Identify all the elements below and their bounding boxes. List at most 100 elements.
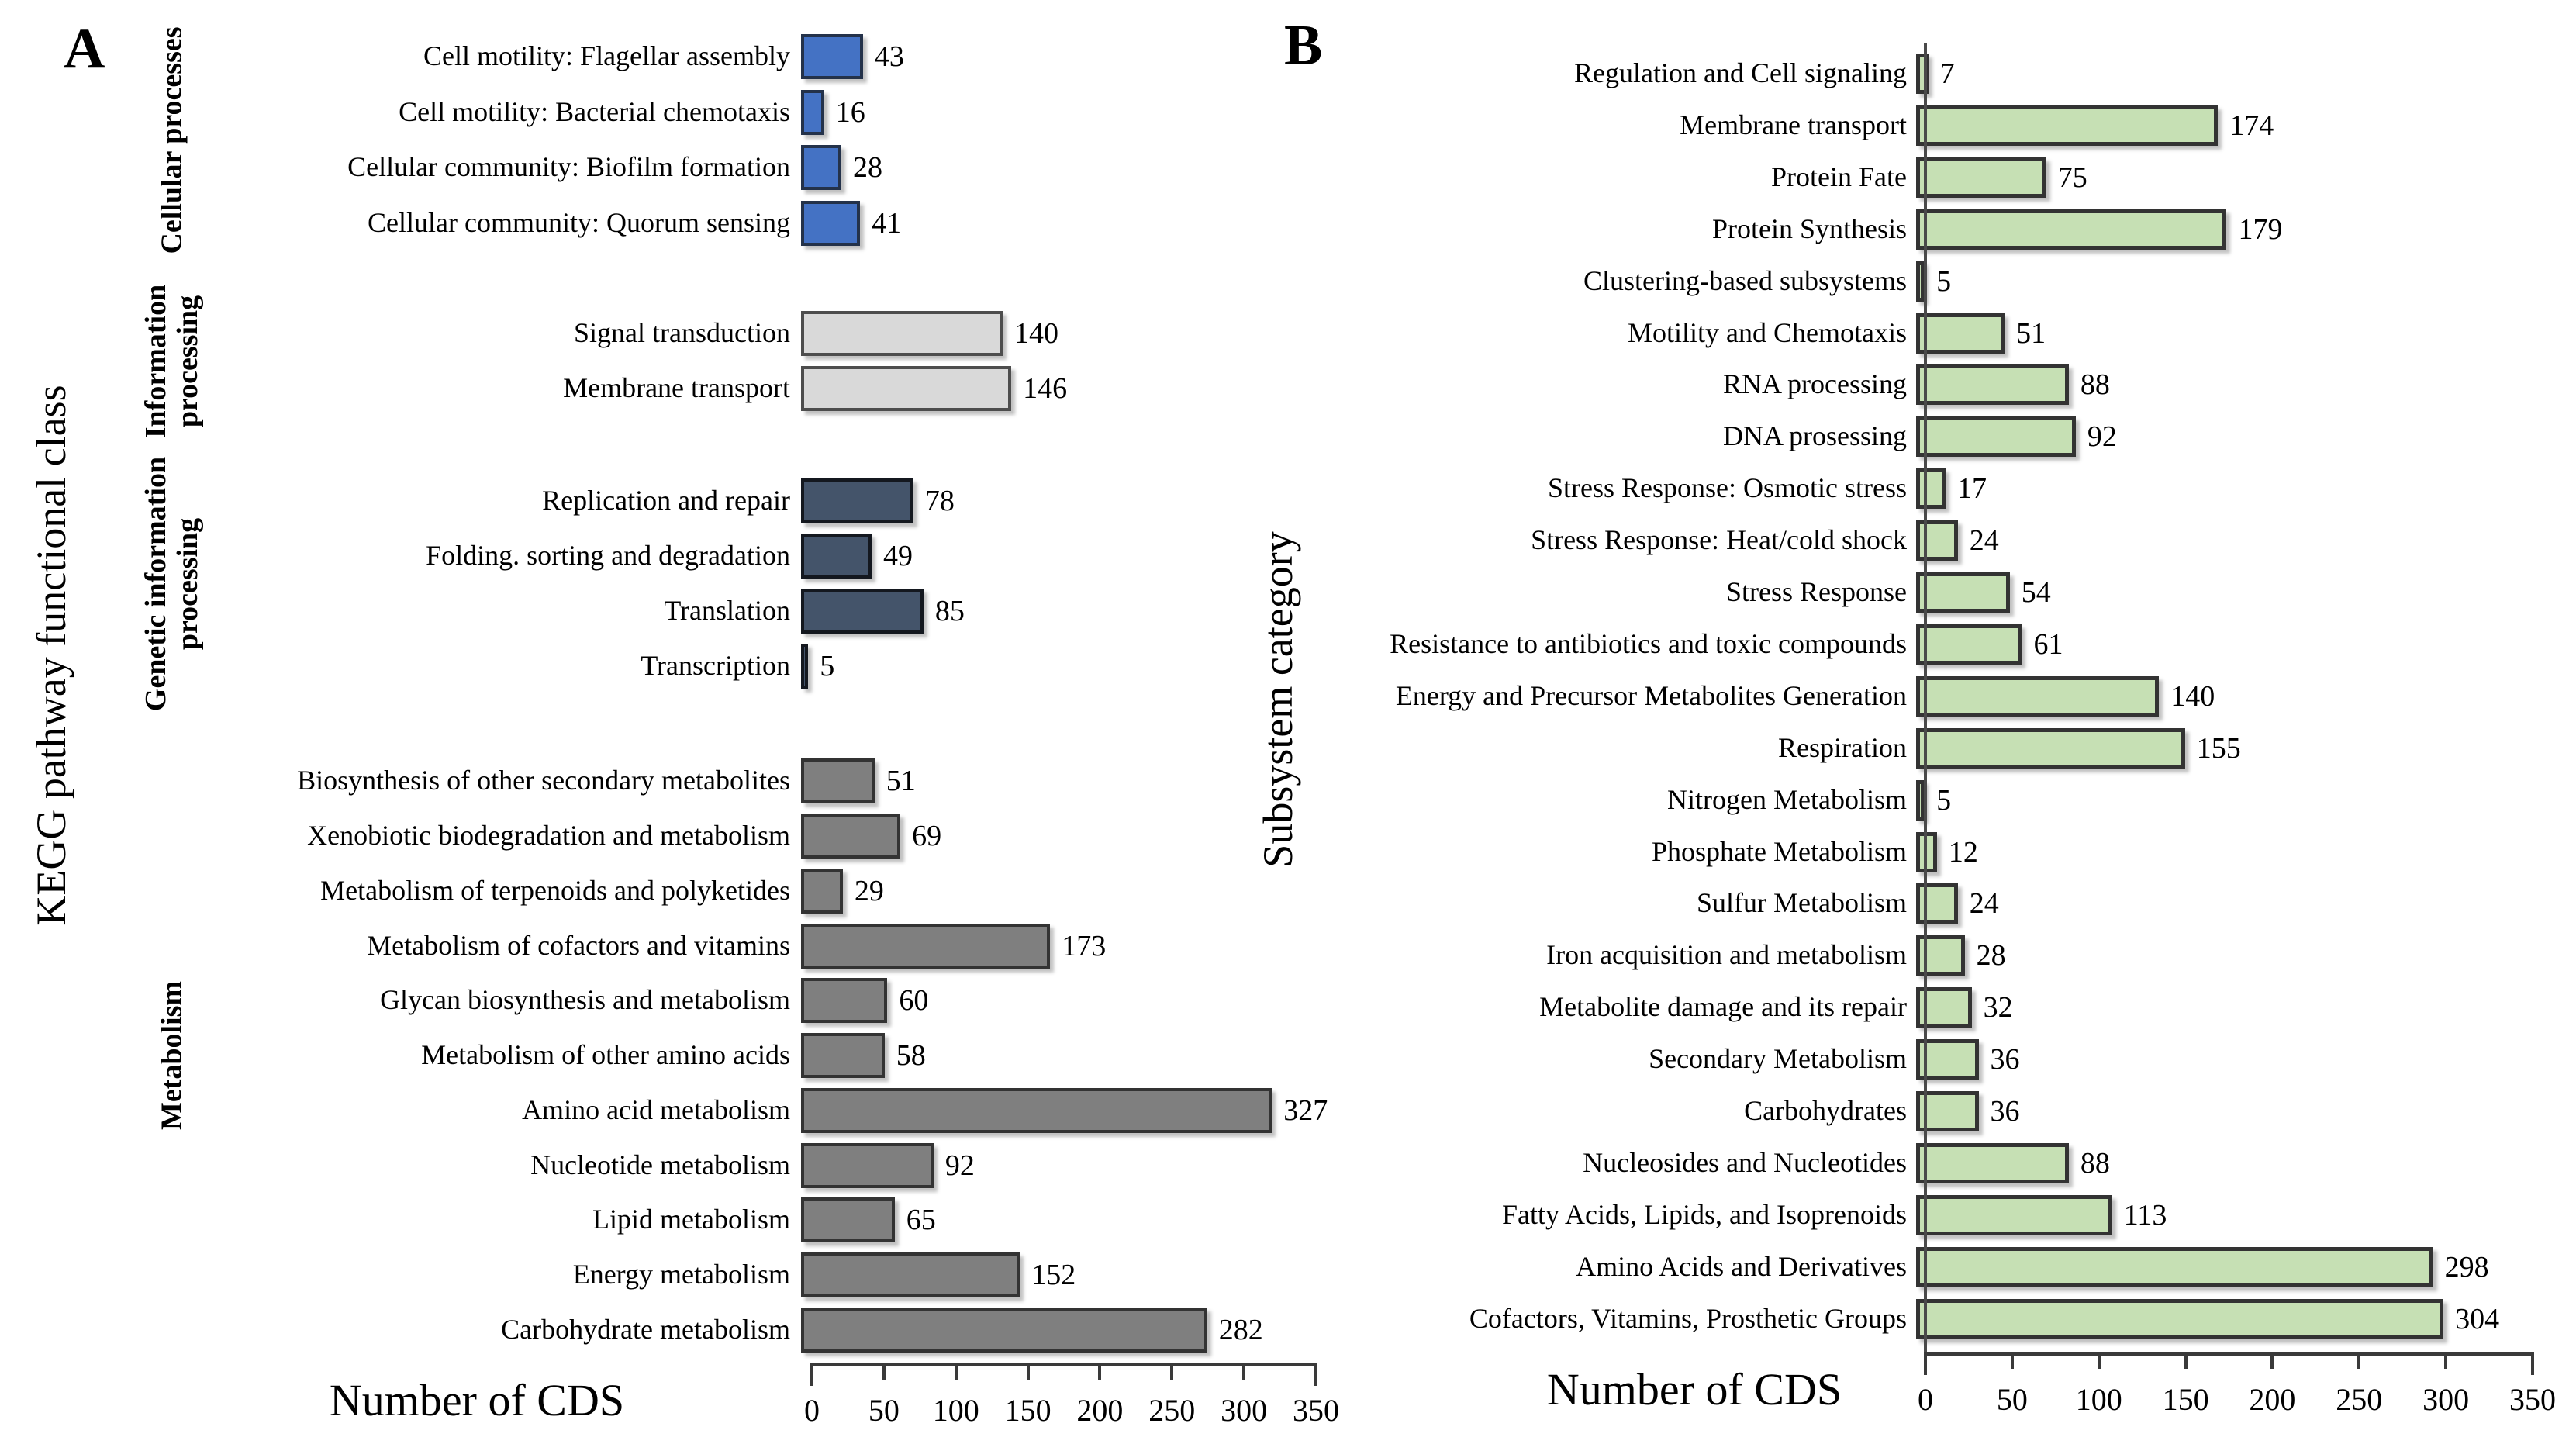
category-label: Regulation and Cell signaling [1574,57,1907,89]
bar [801,814,901,859]
bar [801,644,809,689]
bar-row: Cellular community: Biofilm formation 28 [0,139,1365,196]
x-axis-tick-label: 350 [1293,1393,1339,1428]
category-label: DNA prosessing [1722,420,1907,452]
value-label: 60 [899,984,929,1017]
bar-row: Metabolism of cofactors and vitamins 173 [0,917,1365,975]
value-label: 140 [2170,679,2215,713]
value-label: 41 [872,207,902,240]
value-label: 174 [2229,109,2274,142]
category-label: Carbohydrates [1744,1095,1907,1127]
category-label: Xenobiotic biodegradation and metabolism [307,820,790,852]
value-label: 29 [854,875,884,907]
bar-row: Stress Response: Osmotic stress 17 [1262,460,2576,517]
bar [801,1088,1272,1133]
category-label: Phosphate Metabolism [1652,835,1907,867]
bar [801,534,872,579]
value-label: 28 [1976,939,2006,973]
value-label: 179 [2238,212,2283,246]
bar [801,478,913,523]
value-label: 61 [2033,627,2063,661]
bar-row: Protein Synthesis 179 [1262,201,2576,258]
bar [1916,624,2022,665]
x-axis-tick-label: 0 [804,1393,820,1428]
category-label: Glycan biosynthesis and metabolism [380,984,790,1016]
category-label: Amino acid metabolism [522,1094,790,1126]
bar-row: Phosphate Metabolism 12 [1262,824,2576,881]
category-label: Motility and Chemotaxis [1628,316,1907,348]
bar [1916,520,1958,561]
category-label: Protein Fate [1771,161,1907,192]
bar [1916,727,2185,769]
bar-row: Nucleosides and Nucleotides 88 [1262,1135,2576,1192]
value-label: 54 [2021,576,2051,609]
category-label: Biosynthesis of other secondary metaboli… [297,765,790,796]
bar-row: Nitrogen Metabolism 5 [1262,772,2576,829]
bar-row: Sulfur Metabolism 24 [1262,875,2576,932]
value-label: 173 [1062,930,1107,962]
bar-row: Amino acid metabolism 327 [0,1082,1365,1139]
value-label: 140 [1014,317,1058,350]
category-label: Cofactors, Vitamins, Prosthetic Groups [1469,1302,1907,1334]
bar-row: Energy and Precursor Metabolites Generat… [1262,668,2576,725]
category-label: Secondary Metabolism [1649,1043,1907,1075]
value-label: 7 [1939,57,1955,90]
bar [1916,1142,2069,1183]
bar [801,758,875,803]
bar-row: Respiration 155 [1262,720,2576,777]
value-label: 327 [1283,1094,1328,1127]
bar-row: Membrane transport 146 [0,360,1365,417]
value-label: 298 [2444,1250,2489,1283]
panel-b: B Subsystem category Regulation and Cell… [1241,0,2576,1451]
bar [1916,468,1946,510]
value-label: 75 [2057,161,2087,194]
bar [1916,1246,2433,1287]
bar-row: Carbohydrates 36 [1262,1083,2576,1140]
value-label: 85 [934,595,965,627]
value-label: 58 [896,1039,926,1072]
x-axis-tick-label: 150 [1004,1393,1051,1428]
bar [1916,364,2069,406]
category-label: Cellular community: Quorum sensing [368,207,790,239]
bar [801,1143,934,1188]
bar-row: Motility and Chemotaxis 51 [1262,305,2576,362]
bar-row: Cofactors, Vitamins, Prosthetic Groups 30… [1262,1290,2576,1348]
x-axis-tick [810,1363,813,1386]
bar-row: RNA processing 88 [1262,356,2576,413]
value-label: 24 [1969,524,1999,558]
x-axis-tick [1242,1363,1246,1380]
bar [1916,779,1925,821]
category-label: Stress Response [1726,576,1907,608]
x-axis-tick [1026,1363,1030,1380]
x-axis-line [1925,1352,2533,1356]
x-axis-tick [1098,1363,1102,1380]
value-label: 36 [1990,1095,2020,1128]
value-label: 88 [2080,1146,2110,1180]
category-label: Amino Acids and Derivatives [1576,1250,1907,1282]
y-axis-line [1924,43,1927,1352]
value-label: 16 [835,96,865,129]
bar [1916,313,2005,354]
bar-row: DNA prosessing 92 [1262,408,2576,465]
panel-b-letter: B [1284,14,1323,78]
x-axis-tick-label: 250 [1148,1393,1196,1428]
bar-row: Stress Response 54 [1262,564,2576,621]
panel-a-x-axis-title: Number of CDS [329,1375,625,1425]
value-label: 78 [924,485,955,517]
x-axis-tick [1170,1363,1174,1380]
bar-row: Stress Response: Heat/cold shock 24 [1262,512,2576,569]
value-label: 304 [2455,1302,2500,1335]
category-label: Respiration [1778,731,1907,763]
bar-row: Nucleotide metabolism 92 [0,1137,1365,1194]
panel-b-x-axis-title: Number of CDS [1546,1364,1842,1415]
bar [1916,416,2076,458]
bar-row: Cell motility: Bacterial chemotaxis 16 [0,84,1365,141]
category-label: Sulfur Metabolism [1697,887,1907,919]
bar [801,869,843,914]
x-axis-tick [2010,1352,2014,1369]
x-axis-tick-label: 0 [1918,1382,1933,1417]
bar [801,924,1051,969]
bar-row: Lipid metabolism 65 [0,1191,1365,1249]
bar [1916,261,1925,302]
x-axis-tick-label: 200 [1076,1393,1124,1428]
